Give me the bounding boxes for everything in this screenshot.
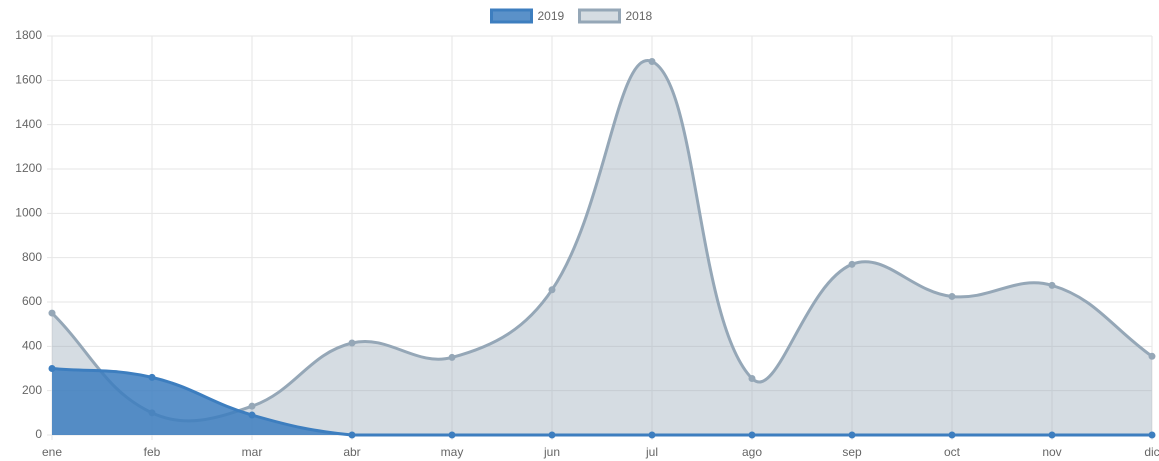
area xyxy=(52,60,1152,436)
y-tick-label: 200 xyxy=(22,383,42,397)
x-tick-label: may xyxy=(441,445,464,459)
y-tick-label: 0 xyxy=(35,427,42,441)
x-tick-label: sep xyxy=(842,445,862,459)
point xyxy=(1048,281,1056,289)
y-tick-label: 1200 xyxy=(15,161,42,175)
point xyxy=(1148,352,1156,360)
x-tick-label: ene xyxy=(42,445,62,459)
y-tick-label: 1400 xyxy=(15,117,42,131)
point xyxy=(148,373,156,381)
point xyxy=(48,365,56,372)
y-tick-label: 1800 xyxy=(15,28,42,42)
legend-label: 2019 xyxy=(538,9,565,23)
point xyxy=(248,402,256,410)
y-tick-label: 1600 xyxy=(15,73,42,87)
x-tick-label: dic xyxy=(1144,445,1159,459)
point xyxy=(548,286,556,294)
y-tick-label: 800 xyxy=(22,250,42,264)
point xyxy=(948,431,956,439)
legend-label: 2018 xyxy=(626,9,653,23)
x-tick-label: mar xyxy=(242,445,263,459)
y-tick-label: 400 xyxy=(22,339,42,353)
x-tick-label: abr xyxy=(343,445,360,459)
point xyxy=(748,431,756,439)
y-tick-label: 1000 xyxy=(15,206,42,220)
point xyxy=(248,411,256,419)
line xyxy=(51,367,1152,437)
point xyxy=(548,431,556,439)
x-tick-label: oct xyxy=(944,445,961,459)
point xyxy=(48,309,56,317)
legend-swatch xyxy=(490,8,533,24)
point xyxy=(948,292,956,300)
area xyxy=(52,368,1152,435)
point xyxy=(1148,431,1156,439)
x-tick-label: ago xyxy=(742,445,762,459)
point xyxy=(748,374,756,382)
point xyxy=(1048,431,1056,439)
point xyxy=(848,260,856,268)
point xyxy=(348,339,356,347)
point xyxy=(648,57,656,65)
point xyxy=(848,431,856,439)
point xyxy=(448,431,456,439)
legend-swatch xyxy=(578,8,621,24)
point xyxy=(348,431,356,439)
x-tick-label: jun xyxy=(543,445,560,459)
x-tick-label: nov xyxy=(1042,445,1061,459)
point xyxy=(448,353,456,361)
x-tick-label: feb xyxy=(144,445,161,459)
y-tick-label: 600 xyxy=(22,294,42,308)
x-tick-label: jul xyxy=(645,445,658,459)
point xyxy=(648,431,656,439)
